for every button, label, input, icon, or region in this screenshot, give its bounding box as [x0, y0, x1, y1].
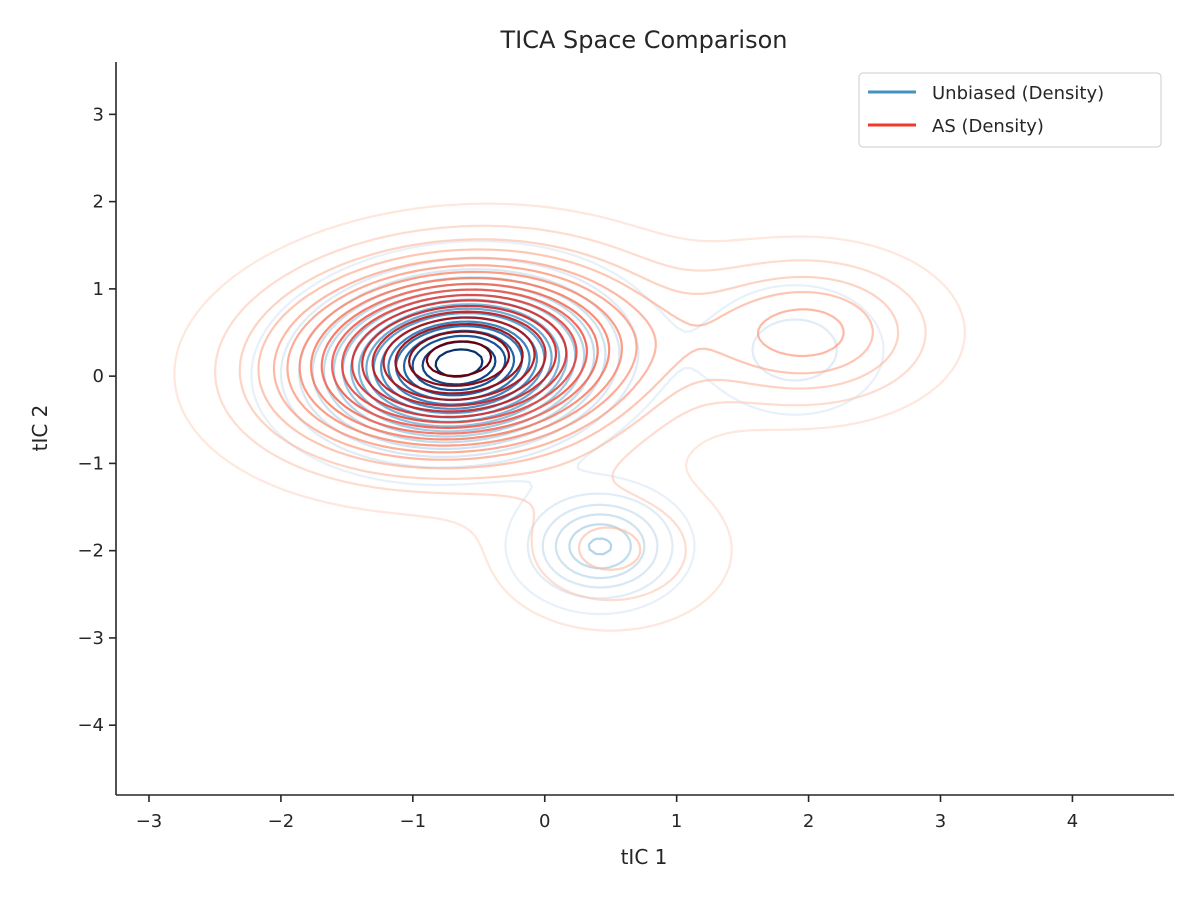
legend-frame — [858, 72, 1162, 148]
x-tick-label: −2 — [268, 811, 295, 832]
contour-level — [298, 268, 659, 589]
x-tick-label: 4 — [1067, 811, 1078, 832]
contour-level — [238, 238, 900, 571]
x-tick-label: 2 — [803, 811, 814, 832]
axes — [115, 62, 1174, 796]
contour-level — [408, 330, 511, 387]
x-ticks: −3 −2 −1 0 1 2 3 4 — [136, 795, 1078, 832]
x-tick-label: 0 — [539, 811, 550, 832]
contour-level — [173, 202, 966, 632]
contour-area — [173, 202, 966, 632]
contour-level — [351, 299, 568, 418]
y-tick-label: −4 — [77, 715, 104, 736]
contour-level — [361, 304, 558, 413]
contour-level — [330, 288, 588, 429]
contour-series-1 — [173, 202, 966, 632]
legend-label-as: AS (Density) — [932, 116, 1044, 137]
y-tick-label: −1 — [77, 453, 104, 474]
contour-level — [272, 256, 845, 461]
y-tick-label: 0 — [93, 366, 104, 387]
x-tick-label: −1 — [400, 811, 427, 832]
chart-title: TICA Space Comparison — [499, 26, 787, 54]
contour-level — [250, 240, 885, 616]
contour-level — [341, 293, 578, 424]
x-tick-label: −3 — [136, 811, 163, 832]
contour-level — [382, 316, 536, 401]
legend-label-unbiased: Unbiased (Density) — [932, 83, 1104, 104]
x-tick-label: 1 — [671, 811, 682, 832]
contour-level — [309, 277, 611, 441]
contour-level — [411, 334, 507, 392]
y-tick-label: −2 — [77, 541, 104, 562]
y-tick-label: 1 — [93, 279, 104, 300]
contour-level — [425, 340, 493, 378]
y-tick-label: 3 — [93, 104, 104, 125]
contour-level — [371, 310, 547, 407]
y-axis-label: tIC 2 — [28, 405, 52, 452]
y-ticks: 3 2 1 0 −1 −2 −3 −4 — [77, 104, 116, 736]
contour-level — [394, 323, 524, 395]
contour-level — [298, 270, 623, 447]
contour-level — [257, 248, 874, 470]
x-axis-label: tIC 1 — [621, 845, 668, 869]
contour-level — [214, 224, 927, 602]
y-tick-label: −3 — [77, 628, 104, 649]
x-tick-label: 3 — [935, 811, 946, 832]
legend: Unbiased (Density) AS (Density) — [858, 72, 1162, 148]
y-tick-label: 2 — [93, 192, 104, 213]
contour-level — [320, 282, 599, 435]
contour-level — [286, 264, 638, 454]
